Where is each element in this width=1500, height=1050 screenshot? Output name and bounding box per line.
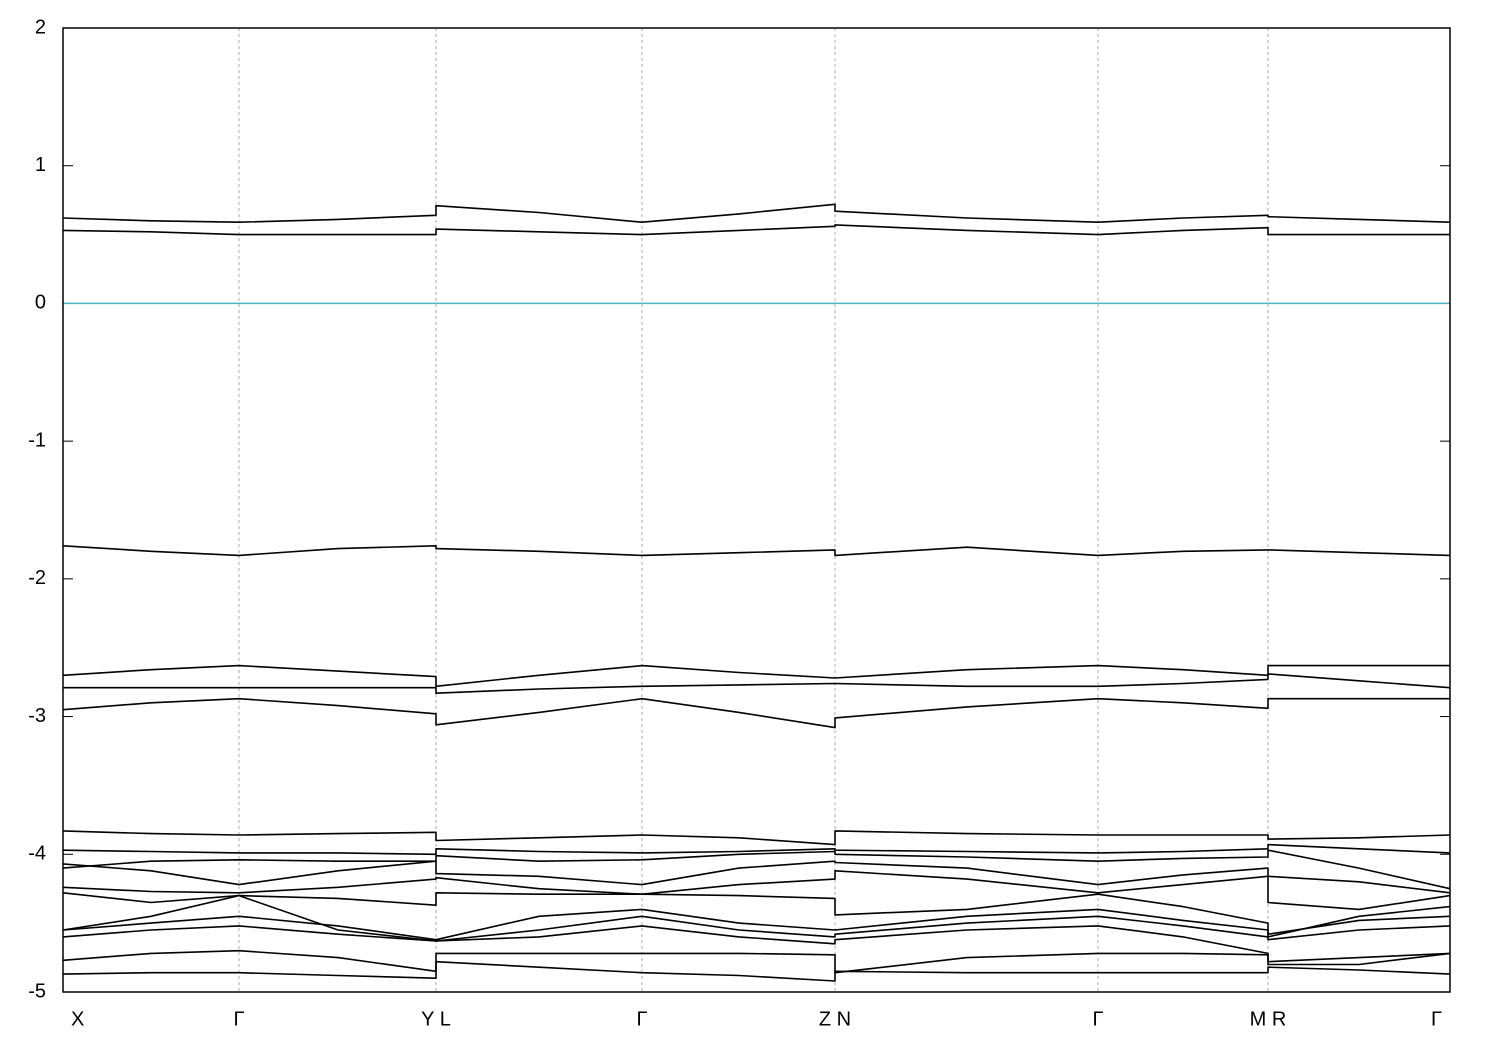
y-tick-label: -1 bbox=[28, 429, 46, 451]
band-line bbox=[62, 915, 1451, 942]
y-tick-label: 2 bbox=[35, 16, 46, 38]
plot-frame bbox=[62, 27, 1451, 993]
band-line bbox=[62, 664, 1450, 688]
band-line bbox=[62, 843, 1451, 856]
band-line bbox=[62, 697, 1450, 729]
band-line bbox=[62, 960, 1451, 982]
band-line bbox=[62, 545, 1451, 557]
x-tick-label: Γ bbox=[1092, 1008, 1103, 1030]
band-line bbox=[62, 894, 1451, 942]
x-tick-label: Γ bbox=[636, 1008, 647, 1030]
y-tick-label: -3 bbox=[28, 705, 46, 727]
x-tick-label: X bbox=[71, 1008, 84, 1030]
band-line bbox=[62, 830, 1451, 846]
band-line bbox=[62, 892, 1451, 938]
band-line bbox=[62, 224, 1450, 236]
band-line bbox=[62, 849, 1451, 890]
y-tick-label: -5 bbox=[28, 980, 46, 1002]
y-tick-label: 0 bbox=[35, 292, 46, 314]
x-tick-label: Γ bbox=[233, 1008, 244, 1030]
band-line bbox=[63, 673, 1451, 694]
y-tick-label: -4 bbox=[28, 843, 46, 865]
x-tick-label: Y L bbox=[421, 1008, 451, 1030]
x-tick-label: Γ bbox=[1431, 1008, 1442, 1030]
x-tick-label: Z N bbox=[819, 1008, 851, 1030]
band-line bbox=[62, 203, 1451, 223]
y-tick-label: 1 bbox=[35, 154, 46, 176]
x-tick-label: M R bbox=[1250, 1008, 1287, 1030]
band-line bbox=[62, 859, 1451, 894]
band-line bbox=[62, 949, 1451, 974]
y-tick-label: -2 bbox=[28, 567, 46, 589]
band-line bbox=[62, 870, 1451, 911]
